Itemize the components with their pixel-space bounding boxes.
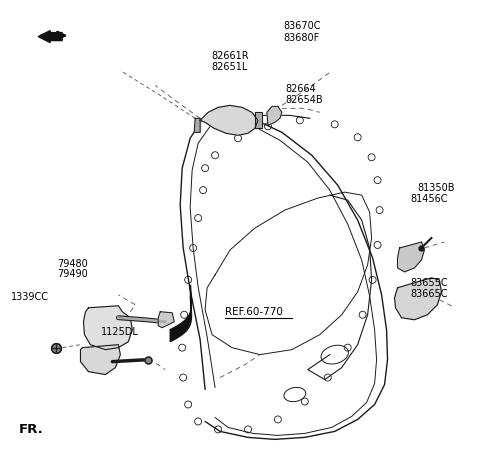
- Text: FR.: FR.: [19, 423, 44, 436]
- Text: 82664: 82664: [286, 84, 316, 94]
- Text: 83665C: 83665C: [410, 289, 447, 299]
- Polygon shape: [395, 278, 442, 320]
- Text: 82661R: 82661R: [211, 51, 249, 61]
- Text: 82654B: 82654B: [286, 95, 323, 105]
- Text: 83680F: 83680F: [283, 32, 319, 43]
- Text: REF.60-770: REF.60-770: [225, 307, 283, 317]
- Polygon shape: [81, 344, 120, 375]
- Polygon shape: [194, 119, 200, 132]
- Text: 82651L: 82651L: [211, 62, 248, 72]
- Polygon shape: [158, 312, 174, 328]
- Text: 83670C: 83670C: [283, 21, 321, 31]
- Text: 79490: 79490: [57, 269, 88, 280]
- Polygon shape: [84, 306, 132, 350]
- Polygon shape: [38, 31, 62, 43]
- Text: 81350B: 81350B: [417, 182, 455, 193]
- Text: 1125DL: 1125DL: [101, 327, 139, 337]
- Polygon shape: [267, 106, 282, 125]
- Polygon shape: [255, 113, 262, 128]
- Text: 81456C: 81456C: [410, 194, 447, 204]
- Text: 1339CC: 1339CC: [11, 292, 49, 302]
- Polygon shape: [200, 106, 258, 135]
- Text: 83655C: 83655C: [410, 278, 447, 288]
- Polygon shape: [397, 242, 424, 272]
- Text: 79480: 79480: [57, 259, 88, 269]
- Polygon shape: [170, 285, 192, 342]
